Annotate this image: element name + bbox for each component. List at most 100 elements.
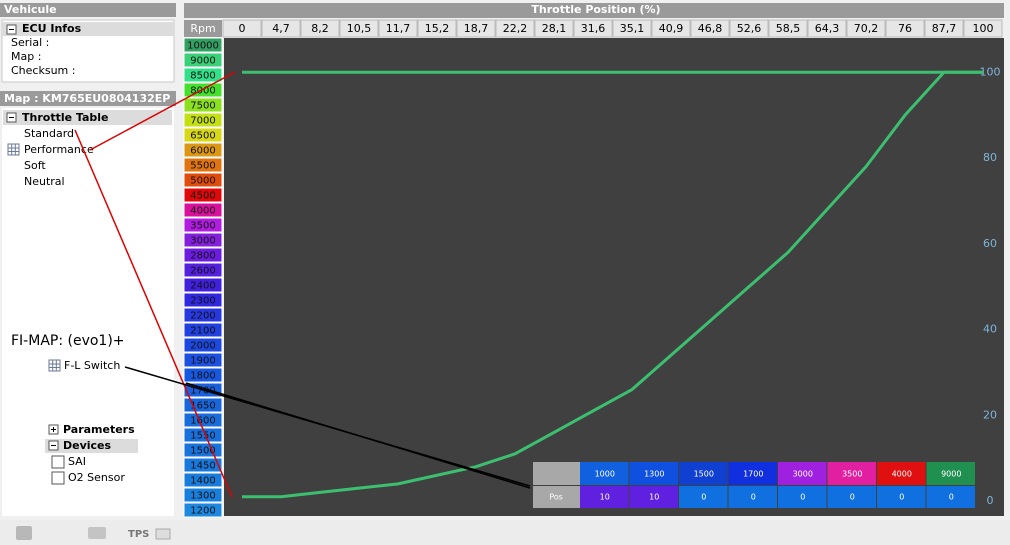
overlay-header-cell [679,462,728,485]
checkbox[interactable] [51,455,65,469]
ecu-field: Checksum : [11,64,75,77]
rpm-cell [183,172,223,188]
rpm-label: 2200 [190,311,215,322]
tree-item[interactable]: Performance [24,143,94,156]
overlay-header: 1500 [694,470,714,479]
overlay-header-cell [877,462,926,485]
grid-icon-lines [8,144,19,155]
column-header: 64,3 [815,22,840,35]
status-icon[interactable] [16,526,32,540]
overlay-value-cell [629,486,678,508]
overlay-corner [533,462,580,485]
column-header: 58,5 [776,22,801,35]
rpm-label: 2400 [190,281,215,292]
column-header-cell [612,19,652,38]
column-header-cell [885,19,925,38]
rpm-cell [183,322,223,338]
column-header: 46,8 [698,22,723,35]
rpm-cell [183,142,223,158]
rpm-cell [183,487,223,503]
rpm-cell [183,277,223,293]
column-header-cell [690,19,730,38]
rpm-cell [183,292,223,308]
ecu-title: ECU Infos [22,22,82,35]
column-header: 10,5 [347,22,372,35]
annotation: FI-MAP: (evo1)+ [11,333,125,349]
rpm-label: 7000 [190,116,215,127]
rpm-label: 8000 [190,86,215,97]
annotation-line [185,382,531,489]
checkbox[interactable] [51,471,65,485]
status-icon[interactable] [88,527,106,539]
y-tick-label: 60 [983,237,997,250]
column-header: 31,6 [581,22,606,35]
rpm-label: 1700 [190,386,215,397]
tree-item[interactable]: F-L Switch [64,359,120,372]
rpm-label: 1200 [190,506,215,517]
grid-icon [48,359,61,372]
y-tick-label: 20 [983,408,997,421]
overlay-header-cell [728,462,777,485]
y-tick-label: 0 [987,494,994,507]
rpm-cell [183,232,223,248]
rpm-cell [183,37,223,53]
rpm-label: 1400 [190,476,215,487]
overlay-value-cell [679,486,728,508]
column-header-cell [378,19,418,38]
vehicule-header-bar [0,3,176,17]
chart-title: Throttle Position (%) [531,3,660,16]
column-header: 4,7 [272,22,290,35]
rpm-label: 9000 [190,56,215,67]
rpm-label: 5500 [190,161,215,172]
overlay-value-cell [926,486,975,508]
column-header: 87,7 [932,22,957,35]
ecu-field: Serial : [11,36,49,49]
grid-icon-lines [49,360,60,371]
tree-item[interactable]: Standard [24,127,74,140]
parameters-title: Parameters [63,423,135,436]
column-header-cell [729,19,769,38]
rpm-header: Rpm [190,22,215,35]
rpm-label: 1550 [190,431,215,442]
rpm-cell [183,187,223,203]
tree-item[interactable]: Soft [24,159,46,172]
column-header: 52,6 [737,22,762,35]
rpm-cell [183,217,223,233]
overlay-value-cell [728,486,777,508]
rpm-label: 5000 [190,176,215,187]
overlay-header: 4000 [892,470,912,479]
column-header-cell [573,19,613,38]
throttle-title-bar [3,110,172,125]
column-header: 28,1 [542,22,567,35]
device-item: O2 Sensor [68,471,125,484]
rpm-label: 2600 [190,266,215,277]
rpm-label: 6500 [190,131,215,142]
overlay-value-cell [580,486,629,508]
column-header: 18,7 [464,22,489,35]
rpm-cell [183,472,223,488]
annotation-line [89,71,236,151]
column-header: 76 [898,22,912,35]
ecu-title-bar [2,22,174,36]
y-tick-label: 80 [983,151,997,164]
column-header: 40,9 [659,22,684,35]
tps-label: TPS [128,529,149,540]
tree-item[interactable]: Neutral [24,175,65,188]
overlay-value: 0 [751,493,756,502]
rpm-label: 4000 [190,206,215,217]
device-item: SAI [68,455,86,468]
rpm-label: 7500 [190,101,215,112]
column-header-cell [417,19,457,38]
column-header-cell [768,19,808,38]
rpm-cell [183,502,223,518]
rpm-cell [183,247,223,263]
rpm-cell [183,157,223,173]
column-header-cell [963,19,1003,38]
column-header: 0 [239,22,246,35]
map-header-bar [0,91,176,106]
column-header: 100 [973,22,994,35]
rpm-cell [183,112,223,128]
rpm-header-cell [184,20,222,37]
rpm-cell [183,352,223,368]
